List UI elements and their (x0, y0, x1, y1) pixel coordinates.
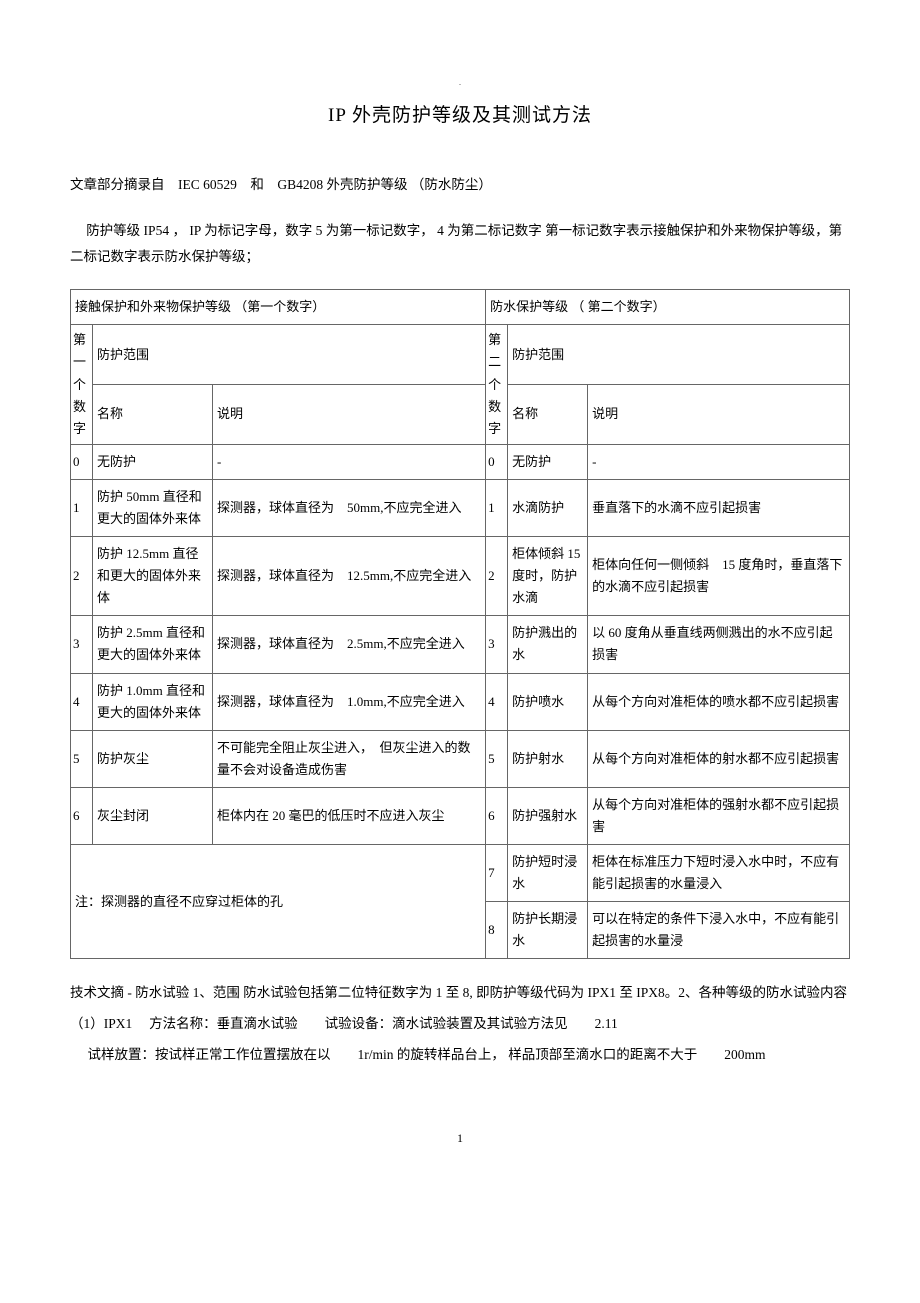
ip-rating-table: 接触保护和外来物保护等级 （第一个数字） 防水保护等级 （ 第二个数字） 第一个… (70, 289, 850, 959)
cell-left-desc: - (213, 444, 486, 479)
col-name-header-left: 名称 (93, 385, 213, 445)
table-row: 2 防护 12.5mm 直径和更大的固体外来体 探测器，球体直径为 12.5mm… (71, 537, 850, 616)
cell-left-desc: 探测器，球体直径为 50mm,不应完全进入 (213, 479, 486, 536)
cell-left-desc: 探测器，球体直径为 1.0mm,不应完全进入 (213, 673, 486, 730)
table-row: 4 防护 1.0mm 直径和更大的固体外来体 探测器，球体直径为 1.0mm,不… (71, 673, 850, 730)
decorative-dot: . (459, 78, 461, 90)
cell-left-name: 防护 12.5mm 直径和更大的固体外来体 (93, 537, 213, 616)
cell-right-name: 防护短时浸水 (508, 845, 588, 902)
cell-left-name: 防护 50mm 直径和更大的固体外来体 (93, 479, 213, 536)
cell-left-name: 防护 2.5mm 直径和更大的固体外来体 (93, 616, 213, 673)
cell-right-name: 柜体倾斜 15 度时，防护水滴 (508, 537, 588, 616)
page-title: IP 外壳防护等级及其测试方法 (70, 100, 850, 132)
cell-left-num: 5 (71, 730, 93, 787)
cell-left-num: 1 (71, 479, 93, 536)
cell-right-desc: 垂直落下的水滴不应引起损害 (588, 479, 850, 536)
cell-right-desc: 以 60 度角从垂直线两侧溅出的水不应引起损害 (588, 616, 850, 673)
cell-left-num: 6 (71, 787, 93, 844)
col-desc-header-right: 说明 (588, 385, 850, 445)
page-number: 1 (70, 1128, 850, 1148)
cell-left-num: 2 (71, 537, 93, 616)
table-row: 注：探测器的直径不应穿过柜体的孔 7 防护短时浸水 柜体在标准压力下短时浸入水中… (71, 845, 850, 902)
cell-left-name: 灰尘封闭 (93, 787, 213, 844)
table-note: 注：探测器的直径不应穿过柜体的孔 (71, 845, 486, 959)
cell-left-desc: 不可能完全阻止灰尘进入， 但灰尘进入的数量不会对设备造成伤害 (213, 730, 486, 787)
cell-left-desc: 探测器，球体直径为 12.5mm,不应完全进入 (213, 537, 486, 616)
col-range-header-left: 防护范围 (93, 325, 486, 385)
table-row: 5 防护灰尘 不可能完全阻止灰尘进入， 但灰尘进入的数量不会对设备造成伤害 5 … (71, 730, 850, 787)
col-first-digit-label: 第一个数字 (71, 325, 93, 444)
cell-right-desc: 柜体在标准压力下短时浸入水中时，不应有能引起损害的水量浸入 (588, 845, 850, 902)
intro-source: 文章部分摘录自 IEC 60529 和 GB4208 外壳防护等级 （防水防尘） (70, 172, 850, 198)
col-range-header-right: 防护范围 (508, 325, 850, 385)
cell-left-desc: 探测器，球体直径为 2.5mm,不应完全进入 (213, 616, 486, 673)
cell-right-desc: 从每个方向对准柜体的喷水都不应引起损害 (588, 673, 850, 730)
left-section-header: 接触保护和外来物保护等级 （第一个数字） (71, 290, 486, 325)
cell-right-name: 无防护 (508, 444, 588, 479)
cell-right-num: 3 (486, 616, 508, 673)
cell-right-num: 7 (486, 845, 508, 902)
cell-right-name: 防护溅出的水 (508, 616, 588, 673)
cell-left-name: 防护 1.0mm 直径和更大的固体外来体 (93, 673, 213, 730)
table-row: 6 灰尘封闭 柜体内在 20 毫巴的低压时不应进入灰尘 6 防护强射水 从每个方… (71, 787, 850, 844)
table-row: 0 无防护 - 0 无防护 - (71, 444, 850, 479)
cell-right-num: 8 (486, 902, 508, 959)
cell-right-num: 6 (486, 787, 508, 844)
cell-right-num: 5 (486, 730, 508, 787)
cell-right-desc: - (588, 444, 850, 479)
cell-right-name: 防护强射水 (508, 787, 588, 844)
cell-right-desc: 可以在特定的条件下浸入水中，不应有能引起损害的水量浸 (588, 902, 850, 959)
intro-explanation: 防护等级 IP54 ， IP 为标记字母，数字 5 为第一标记数字， 4 为第二… (70, 218, 850, 269)
cell-left-num: 0 (71, 444, 93, 479)
col-second-digit-label: 第二个数字 (486, 325, 508, 444)
right-section-header: 防水保护等级 （ 第二个数字） (486, 290, 850, 325)
cell-right-desc: 从每个方向对准柜体的射水都不应引起损害 (588, 730, 850, 787)
cell-right-num: 1 (486, 479, 508, 536)
post-text-block: 技术文摘 - 防水试验 1、范围 防水试验包括第二位特征数字为 1 至 8, 即… (70, 979, 850, 1068)
cell-right-num: 2 (486, 537, 508, 616)
post-paragraph-1: 技术文摘 - 防水试验 1、范围 防水试验包括第二位特征数字为 1 至 8, 即… (70, 979, 850, 1006)
cell-right-name: 水滴防护 (508, 479, 588, 536)
cell-left-name: 防护灰尘 (93, 730, 213, 787)
table-row: 1 防护 50mm 直径和更大的固体外来体 探测器，球体直径为 50mm,不应完… (71, 479, 850, 536)
cell-right-desc: 柜体向任何一侧倾斜 15 度角时，垂直落下的水滴不应引起损害 (588, 537, 850, 616)
cell-right-name: 防护喷水 (508, 673, 588, 730)
cell-left-name: 无防护 (93, 444, 213, 479)
post-paragraph-2: （1）IPX1 方法名称：垂直滴水试验 试验设备：滴水试验装置及其试验方法见 2… (70, 1010, 850, 1037)
cell-right-name: 防护长期浸水 (508, 902, 588, 959)
cell-left-desc: 柜体内在 20 毫巴的低压时不应进入灰尘 (213, 787, 486, 844)
cell-right-desc: 从每个方向对准柜体的强射水都不应引起损害 (588, 787, 850, 844)
cell-right-num: 0 (486, 444, 508, 479)
cell-left-num: 3 (71, 616, 93, 673)
table-row: 3 防护 2.5mm 直径和更大的固体外来体 探测器，球体直径为 2.5mm,不… (71, 616, 850, 673)
cell-right-num: 4 (486, 673, 508, 730)
col-desc-header-left: 说明 (213, 385, 486, 445)
col-name-header-right: 名称 (508, 385, 588, 445)
cell-left-num: 4 (71, 673, 93, 730)
cell-right-name: 防护射水 (508, 730, 588, 787)
post-paragraph-3: 试样放置：按试样正常工作位置摆放在以 1r/min 的旋转样品台上， 样品顶部至… (70, 1041, 850, 1068)
